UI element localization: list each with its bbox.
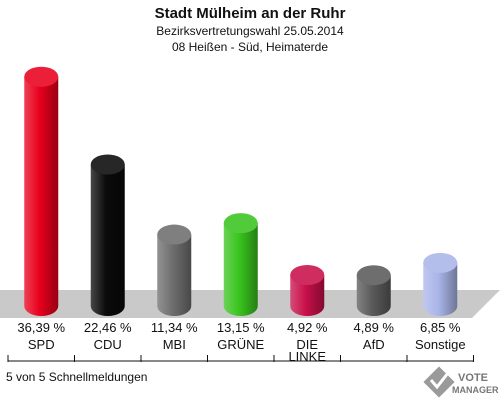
bar-6	[423, 252, 458, 316]
bar-1	[90, 154, 125, 316]
bars-group	[24, 66, 458, 316]
chart-subtitle-2: 08 Heißen - Süd, Heimaterde	[172, 40, 328, 54]
bar-body	[157, 234, 192, 316]
bar-cap	[290, 265, 325, 286]
vote-manager-logo: VOTE MANAGER	[423, 366, 499, 398]
value-label: 4,89 %	[354, 320, 395, 335]
category-axis	[7, 355, 474, 362]
value-label: 13,15 %	[217, 320, 265, 335]
bar-body	[223, 223, 258, 316]
bar-cap	[157, 224, 192, 245]
bar-cap	[356, 265, 391, 286]
logo-text-manager: MANAGER	[452, 385, 499, 395]
chart-title: Stadt Mülheim an der Ruhr	[155, 5, 346, 22]
value-label: 11,34 %	[151, 320, 198, 335]
value-label: 36,39 %	[17, 320, 65, 335]
bar-4	[290, 265, 325, 316]
bar-cap	[90, 154, 125, 175]
footer-text: 5 von 5 Schnellmeldungen	[6, 370, 147, 384]
category-label: Sonstige	[415, 337, 466, 352]
bar-body	[90, 164, 125, 316]
value-label: 22,46 %	[84, 320, 132, 335]
value-labels: 36,39 % 22,46 % 11,34 % 13,15 % 4,92 % 4,89 %…	[17, 320, 461, 335]
bar-cap	[423, 252, 458, 273]
bar-body	[423, 262, 458, 316]
bar-3	[223, 213, 258, 316]
bar-body	[24, 76, 59, 316]
category-label: SPD	[28, 337, 55, 352]
logo-text-vote: VOTE	[458, 372, 488, 384]
logo-mark-icon	[423, 366, 455, 398]
value-label: 4,92 %	[287, 320, 328, 335]
category-label: MBI	[163, 337, 186, 352]
category-label: DIE LINKE	[288, 337, 326, 364]
chart-subtitle-1: Bezirksvertretungswahl 25.05.2014	[156, 24, 344, 38]
bar-body	[290, 275, 325, 316]
value-label: 6,85 %	[420, 320, 461, 335]
category-label: GRÜNE	[217, 337, 264, 352]
bar-5	[356, 265, 391, 316]
bar-2	[157, 224, 192, 316]
category-labels: SPD CDU MBI GRÜNE DIE LINKE AfD Sonstige	[28, 337, 466, 364]
bar-cap	[24, 66, 59, 87]
category-label: CDU	[94, 337, 122, 352]
category-label: AfD	[363, 337, 385, 352]
bar-0	[24, 66, 59, 316]
bar-cap	[223, 213, 258, 234]
bar-body	[356, 275, 391, 316]
